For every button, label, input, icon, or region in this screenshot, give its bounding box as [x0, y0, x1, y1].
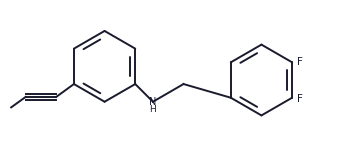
- Text: F: F: [297, 57, 303, 67]
- Text: H: H: [150, 105, 156, 114]
- Text: N: N: [149, 97, 157, 107]
- Text: F: F: [297, 93, 303, 104]
